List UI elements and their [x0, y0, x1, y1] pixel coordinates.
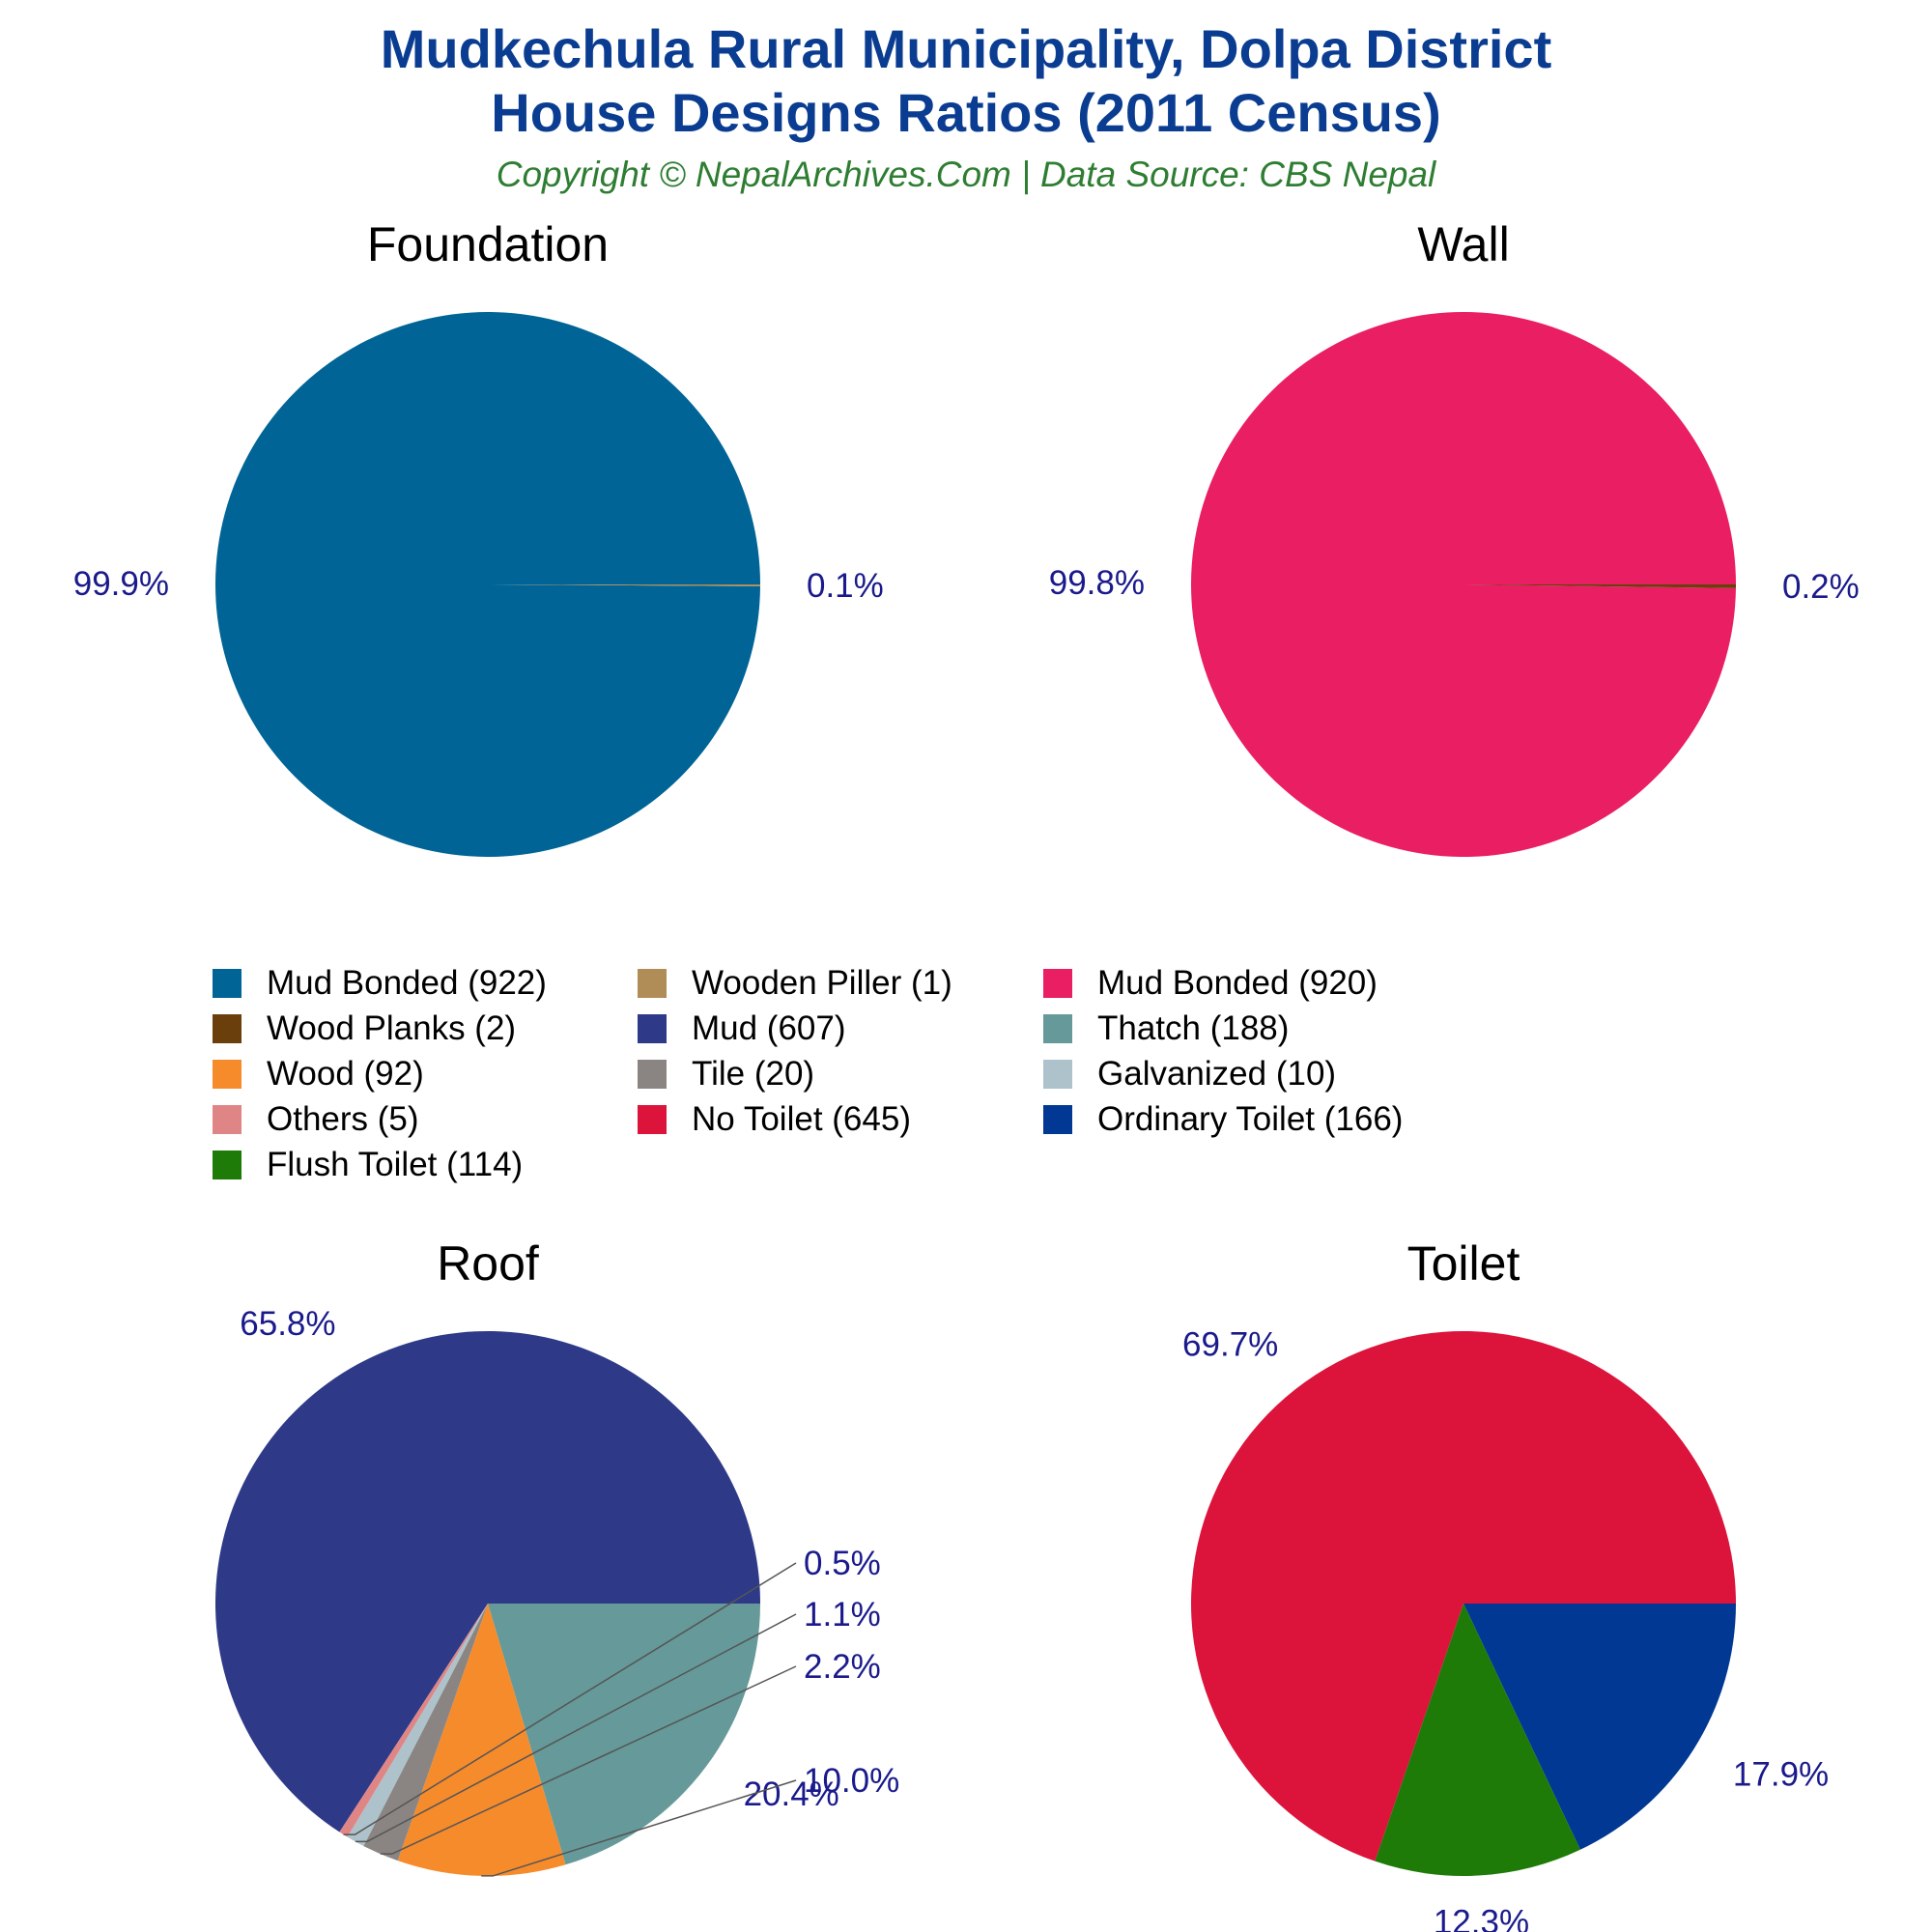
leader-line	[481, 1779, 797, 1877]
legend-label: Thatch (188)	[1097, 1009, 1290, 1047]
pie-slice-others	[339, 1604, 488, 1837]
legend: Mud Bonded (922) Wooden Piller (1) Mud Bon…	[213, 964, 1488, 1184]
pie-slice-no-toilet	[1191, 1331, 1736, 1861]
legend-label: Others (5)	[267, 1100, 419, 1138]
legend-label: Mud Bonded (922)	[267, 964, 547, 1002]
pie-label-no-toilet: 69.7%	[1182, 1325, 1278, 1363]
pie-slice-galvanized	[347, 1604, 488, 1846]
legend-swatch	[638, 1105, 667, 1134]
pie-label-mud-bonded: 99.9%	[73, 565, 169, 603]
legend-label: Wood Planks (2)	[267, 1009, 517, 1047]
leader-line	[380, 1665, 797, 1855]
legend-swatch	[1043, 1105, 1072, 1134]
legend-swatch	[1043, 1060, 1072, 1089]
legend-item: Wood Planks (2)	[213, 1009, 638, 1048]
pie-title: Roof	[437, 1236, 539, 1291]
legend-label: No Toilet (645)	[692, 1100, 911, 1138]
legend-swatch	[213, 1014, 242, 1043]
pie-label-mud-bonded: 99.8%	[1049, 564, 1145, 602]
chart-subtitle: Copyright © NepalArchives.Com | Data Sou…	[496, 155, 1436, 194]
legend-item: Thatch (188)	[1043, 1009, 1488, 1048]
pie-slice-mud-bonded	[215, 312, 761, 858]
chart-title-line-2: House Designs Ratios (2011 Census)	[491, 82, 1441, 143]
pie-label-ordinary-toilet: 17.9%	[1733, 1755, 1829, 1793]
pie-slice-wood	[397, 1604, 566, 1877]
pie-title: Toilet	[1407, 1236, 1520, 1291]
legend-item: Wood (92)	[213, 1055, 638, 1094]
legend-swatch	[638, 1060, 667, 1089]
legend-label: Wood (92)	[267, 1055, 424, 1093]
pie-label-wood: 10.0%	[804, 1762, 899, 1800]
pie-label-flush-toilet: 12.3%	[1434, 1903, 1529, 1932]
pie-label-wood-planks: 0.2%	[1782, 568, 1860, 606]
legend-label: Wooden Piller (1)	[692, 964, 952, 1002]
pie-foundation: Foundation 99.9% 0.1%	[73, 217, 884, 858]
legend-item: Galvanized (10)	[1043, 1055, 1488, 1094]
legend-swatch	[213, 1060, 242, 1089]
leader-line	[343, 1562, 797, 1835]
pie-slice-flush-toilet	[1375, 1604, 1580, 1876]
legend-item: Mud Bonded (920)	[1043, 964, 1488, 1003]
pie-label-tile: 2.2%	[804, 1648, 881, 1686]
legend-item: Ordinary Toilet (166)	[1043, 1100, 1488, 1139]
legend-label: Mud Bonded (920)	[1097, 964, 1378, 1002]
pie-slice-tile	[363, 1604, 488, 1861]
pie-label-others: 0.5%	[804, 1545, 881, 1582]
legend-label: Tile (20)	[692, 1055, 815, 1093]
pie-slice-ordinary-toilet	[1463, 1604, 1736, 1850]
pie-wall: Wall 99.8% 0.2%	[1049, 217, 1860, 857]
legend-swatch	[213, 1151, 242, 1179]
legend-swatch	[1043, 1014, 1072, 1043]
legend-label: Ordinary Toilet (166)	[1097, 1100, 1404, 1138]
chart-header: Mudkechula Rural Municipality, Dolpa Dis…	[0, 17, 1932, 195]
legend-label: Mud (607)	[692, 1009, 846, 1047]
legend-item: Mud (607)	[638, 1009, 1043, 1048]
pie-toilet: Toilet 69.7% 17.9% 12.3%	[1182, 1236, 1829, 1932]
pie-label-wooden-piller: 0.1%	[807, 567, 884, 605]
legend-swatch	[638, 1014, 667, 1043]
legend-item: No Toilet (645)	[638, 1100, 1043, 1139]
pie-slice-mud-bonded	[1190, 311, 1736, 857]
pie-title: Wall	[1417, 217, 1509, 271]
legend-item: Tile (20)	[638, 1055, 1043, 1094]
legend-swatch	[213, 1105, 242, 1134]
pie-label-mud: 65.8%	[240, 1305, 335, 1343]
leader-line	[355, 1613, 797, 1843]
legend-item: Wooden Piller (1)	[638, 964, 1043, 1003]
legend-item: Others (5)	[213, 1100, 638, 1139]
legend-swatch	[1043, 969, 1072, 998]
pie-slice-wooden-piller	[488, 584, 761, 586]
legend-swatch	[213, 969, 242, 998]
legend-item: Flush Toilet (114)	[213, 1146, 638, 1184]
pie-slice-mud	[215, 1331, 760, 1833]
pie-title: Foundation	[367, 217, 609, 271]
legend-label: Flush Toilet (114)	[267, 1146, 524, 1183]
legend-label: Galvanized (10)	[1097, 1055, 1337, 1093]
pie-label-galvanized: 1.1%	[804, 1596, 881, 1634]
pie-slice-wood-planks	[1463, 584, 1736, 588]
legend-item: Mud Bonded (922)	[213, 964, 638, 1003]
legend-swatch	[638, 969, 667, 998]
chart-title-line-1: Mudkechula Rural Municipality, Dolpa Dis…	[380, 18, 1552, 79]
